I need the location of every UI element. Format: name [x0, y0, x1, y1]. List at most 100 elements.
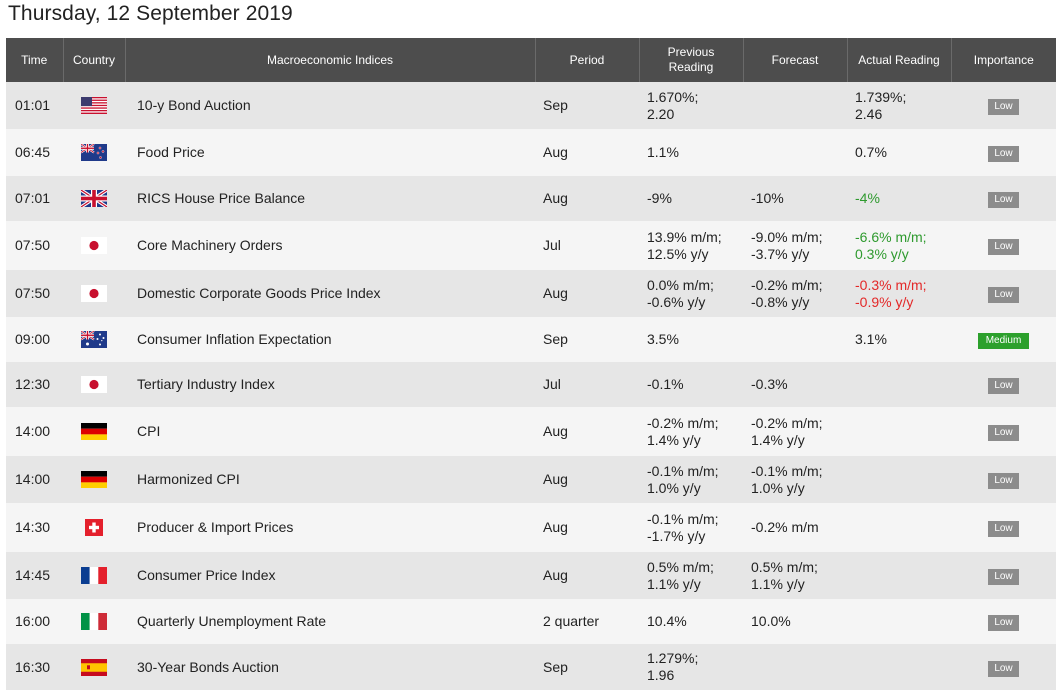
row-importance: Low: [951, 82, 1056, 129]
row-actual-line1: -0.3% m/m;: [855, 276, 927, 293]
row-forecast: -0.2% m/m; -0.8% y/y: [743, 270, 847, 317]
jp-flag-icon: [81, 376, 107, 394]
row-country: [63, 644, 125, 690]
us-flag-icon: [81, 97, 107, 115]
row-time: 16:00: [6, 599, 63, 644]
row-previous-line2: 12.5% y/y: [647, 245, 709, 262]
row-previous-line1: -9%: [647, 190, 672, 206]
row-importance: Low: [951, 644, 1056, 690]
row-forecast: [743, 129, 847, 176]
row-index-name: Quarterly Unemployment Rate: [125, 599, 535, 644]
row-previous-line2: 1.0% y/y: [647, 479, 701, 496]
row-forecast-line1: -0.1% m/m;: [751, 462, 823, 479]
importance-badge: Low: [988, 473, 1019, 489]
row-previous-line1: -0.1% m/m;: [647, 510, 719, 527]
row-previous-line1: 1.279%;: [647, 650, 699, 666]
row-index-name: RICS House Price Balance: [125, 176, 535, 221]
row-previous-line1: 1.1%: [647, 144, 679, 160]
row-period: Aug: [535, 270, 639, 317]
row-actual: 1.739%; 2.46: [847, 82, 951, 129]
row-actual: 3.1%: [847, 317, 951, 362]
row-index-name: 30-Year Bonds Auction: [125, 644, 535, 690]
header-forecast: Forecast: [743, 38, 848, 82]
importance-badge: Low: [988, 660, 1019, 677]
row-actual: -4%: [847, 176, 951, 221]
row-previous: 0.5% m/m; 1.1% y/y: [639, 552, 743, 599]
row-actual: [847, 407, 951, 456]
row-previous-line1: 0.5% m/m;: [647, 558, 714, 575]
row-importance: Low: [951, 552, 1056, 599]
row-index-name: CPI: [125, 407, 535, 456]
table-row: 06:45 Food Price Aug 1.1% 0.7% Low: [6, 129, 1056, 176]
row-previous-line1: 10.4%: [647, 613, 687, 629]
row-previous-line1: 1.670%;: [647, 88, 699, 105]
table-row: 12:30 Tertiary Industry Index Jul -0.1% …: [6, 362, 1056, 407]
row-country: [63, 407, 125, 456]
row-time: 14:00: [6, 407, 63, 456]
row-forecast: -9.0% m/m; -3.7% y/y: [743, 221, 847, 270]
row-country: [63, 552, 125, 599]
row-forecast: -10%: [743, 176, 847, 221]
table-row: 14:45 Consumer Price Index Aug 0.5% m/m;…: [6, 552, 1056, 599]
row-forecast-line1: -10%: [751, 190, 784, 206]
economic-calendar-table: Time Country Macroeconomic Indices Perio…: [6, 38, 1056, 690]
row-actual-line1: 0.7%: [855, 144, 887, 160]
row-country: [63, 456, 125, 503]
row-actual: [847, 599, 951, 644]
importance-badge: Low: [988, 99, 1019, 115]
nz-flag-icon: [81, 144, 107, 162]
row-previous-line1: 0.0% m/m;: [647, 276, 714, 293]
row-period: Aug: [535, 552, 639, 599]
importance-badge: Low: [988, 146, 1019, 162]
row-actual-line1: 1.739%;: [855, 88, 907, 105]
row-time: 12:30: [6, 362, 63, 407]
table-row: 14:30 Producer & Import Prices Aug -0.1%…: [6, 503, 1056, 552]
row-actual: 0.7%: [847, 129, 951, 176]
header-importance: Importance: [951, 38, 1056, 82]
row-period: 2 quarter: [535, 599, 639, 644]
row-time: 14:30: [6, 503, 63, 552]
row-forecast: [743, 317, 847, 362]
row-forecast-line1: 10.0%: [751, 613, 791, 629]
row-actual-line1: -4%: [855, 190, 880, 206]
row-forecast-line2: 1.4% y/y: [751, 431, 805, 448]
row-time: 06:45: [6, 129, 63, 176]
importance-badge: Low: [988, 239, 1019, 255]
header-country: Country: [63, 38, 126, 82]
row-forecast: -0.3%: [743, 362, 847, 407]
row-country: [63, 129, 125, 176]
row-previous: 1.279%; 1.96: [639, 644, 743, 690]
row-forecast-line1: -0.2% m/m: [751, 519, 819, 535]
row-actual: [847, 362, 951, 407]
header-previous: Previous Reading: [639, 38, 744, 82]
page-title: Thursday, 12 September 2019: [8, 2, 293, 25]
row-previous-line1: 3.5%: [647, 331, 679, 347]
row-time: 07:01: [6, 176, 63, 221]
row-country: [63, 317, 125, 362]
header-previous-line2: Reading: [668, 60, 714, 74]
header-indices: Macroeconomic Indices: [125, 38, 536, 82]
row-index-name: Domestic Corporate Goods Price Index: [125, 270, 535, 317]
row-index-name: 10-y Bond Auction: [125, 82, 535, 129]
row-country: [63, 221, 125, 270]
table-row: 09:00 Consumer Inflation Expectation Sep…: [6, 317, 1056, 362]
row-importance: Low: [951, 599, 1056, 644]
it-flag-icon: [81, 613, 107, 631]
row-time: 07:50: [6, 270, 63, 317]
row-forecast: [743, 644, 847, 690]
row-index-name: Tertiary Industry Index: [125, 362, 535, 407]
row-forecast: 10.0%: [743, 599, 847, 644]
row-actual: [847, 456, 951, 503]
header-previous-line1: Previous: [667, 45, 715, 59]
header-period: Period: [535, 38, 640, 82]
row-importance: Low: [951, 456, 1056, 503]
row-previous-line1: -0.2% m/m;: [647, 414, 719, 431]
importance-badge: Low: [988, 425, 1019, 441]
jp-flag-icon: [81, 285, 107, 303]
row-previous-line2: -1.7% y/y: [647, 527, 706, 544]
row-country: [63, 176, 125, 221]
row-period: Sep: [535, 82, 639, 129]
row-forecast-line2: 1.0% y/y: [751, 479, 805, 496]
row-period: Aug: [535, 176, 639, 221]
row-importance: Low: [951, 362, 1056, 407]
